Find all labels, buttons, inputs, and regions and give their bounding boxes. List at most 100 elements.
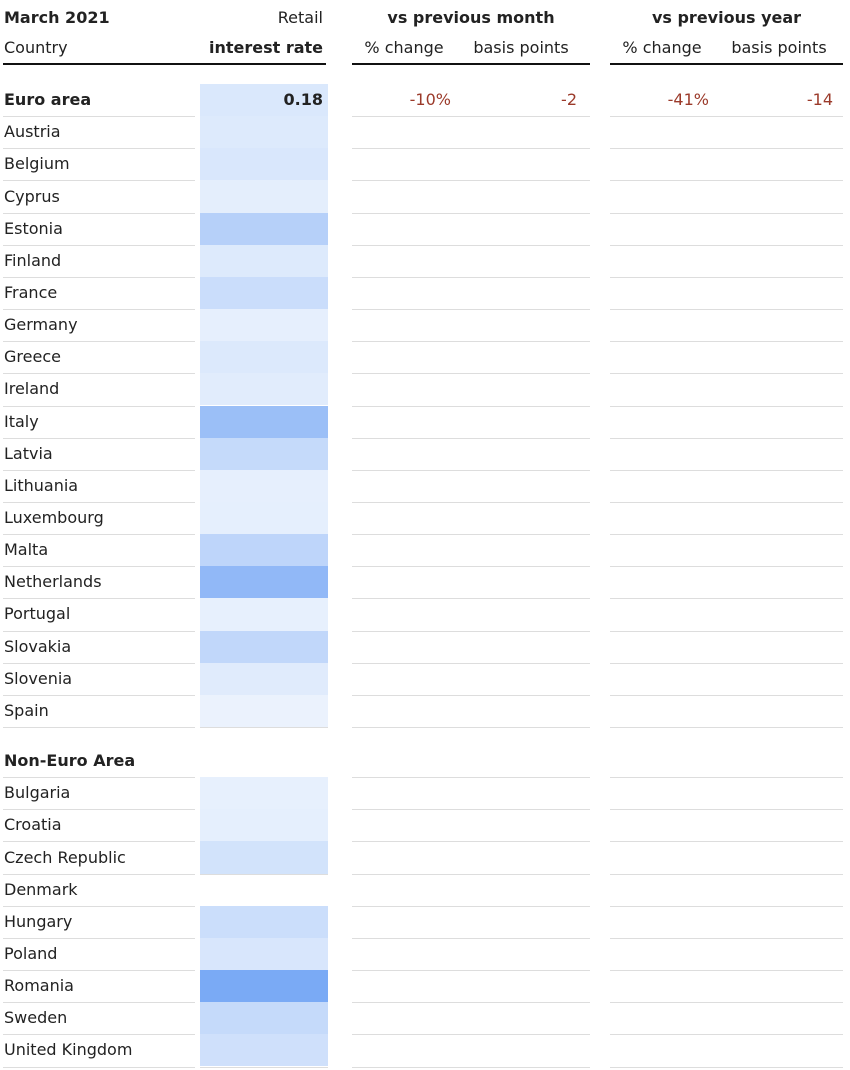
- row-line: [352, 937, 590, 939]
- country: Sweden: [4, 1008, 68, 1028]
- row-line: [352, 405, 590, 407]
- row-line: [352, 148, 590, 150]
- title: March 2021: [4, 8, 110, 27]
- row-line: [610, 180, 843, 182]
- country: Croatia: [4, 815, 62, 835]
- rate-cell: [200, 405, 328, 438]
- rate-cell: [200, 341, 328, 374]
- row-line: [610, 809, 843, 811]
- row-line: [610, 437, 843, 439]
- row-line: [610, 694, 843, 696]
- row-line: [3, 873, 195, 875]
- row-line: [3, 116, 195, 118]
- rate-cell: [200, 694, 328, 727]
- rate-cell: [200, 777, 328, 810]
- rate-cell: [200, 116, 328, 149]
- row-line: [352, 694, 590, 696]
- country: United Kingdom: [4, 1040, 133, 1060]
- rate-cell: [200, 630, 328, 663]
- row-line: [3, 373, 195, 375]
- rate-cell: [200, 501, 328, 535]
- row-line: [610, 534, 843, 536]
- country: Finland: [4, 250, 62, 270]
- row-line: [352, 534, 590, 536]
- row-line: [352, 501, 590, 503]
- rate-cell: [200, 841, 328, 874]
- row-line: [3, 694, 195, 696]
- country: Slovakia: [4, 636, 72, 656]
- rate-cell: [200, 598, 328, 631]
- row-line: [610, 501, 843, 503]
- country: Romania: [4, 976, 74, 996]
- row-line: [610, 630, 843, 632]
- change-value: -41%: [667, 90, 709, 110]
- row-line: [3, 937, 195, 939]
- row-line: [352, 276, 590, 278]
- row-line: [610, 148, 843, 150]
- row-line: [352, 437, 590, 439]
- country: Bulgaria: [4, 783, 71, 803]
- row-line: [3, 148, 195, 150]
- row-line: [352, 777, 590, 779]
- country: Hungary: [4, 911, 73, 931]
- rate-cell: [200, 970, 328, 1003]
- row-line: [352, 970, 590, 972]
- rate-cell: [200, 534, 328, 567]
- row-line: [3, 180, 195, 182]
- year-header: vs previous year: [651, 8, 802, 27]
- rate-cell: [200, 309, 328, 342]
- row-line: [352, 873, 590, 875]
- row-line: [3, 1034, 195, 1036]
- row-line: [3, 212, 195, 214]
- row-line: [3, 970, 195, 972]
- row-line: [352, 630, 590, 632]
- country: Ireland: [4, 379, 60, 399]
- country: France: [4, 282, 58, 302]
- row-line: [610, 341, 843, 343]
- row-line: [610, 598, 843, 600]
- row-line: [610, 1066, 843, 1068]
- row-line: [3, 534, 195, 536]
- country: Cyprus: [4, 186, 60, 206]
- row-line: [352, 373, 590, 375]
- row-line: [3, 1066, 195, 1068]
- country: Portugal: [4, 604, 71, 624]
- rate-cell: [200, 84, 328, 117]
- row-line: [610, 777, 843, 779]
- rate-cell: [200, 373, 328, 406]
- row-line: [610, 937, 843, 939]
- row-line: [352, 341, 590, 343]
- country: Malta: [4, 540, 49, 560]
- sub-header: % change: [364, 38, 444, 57]
- row-line: [352, 180, 590, 182]
- row-line: [3, 1002, 195, 1004]
- row-line: [3, 244, 195, 246]
- row-line: [3, 809, 195, 811]
- rate-cell: [200, 469, 328, 502]
- rule: [352, 63, 590, 65]
- group-label: Euro area: [4, 90, 92, 110]
- row-line: [3, 905, 195, 907]
- rate-cell: [200, 662, 328, 695]
- rate-cell: [200, 148, 328, 181]
- row-line: [610, 841, 843, 843]
- row-line: [200, 873, 328, 875]
- row-line: [352, 116, 590, 118]
- rate-cell: [200, 437, 328, 470]
- row-line: [352, 1066, 590, 1068]
- row-line: [610, 309, 843, 311]
- country: Austria: [4, 122, 61, 142]
- row-line: [610, 405, 843, 407]
- rule: [610, 63, 843, 65]
- row-line: [610, 212, 843, 214]
- row-line: [610, 373, 843, 375]
- row-line: [610, 970, 843, 972]
- row-line: [610, 1002, 843, 1004]
- row-line: [3, 630, 195, 632]
- row-line: [352, 1034, 590, 1036]
- row-line: [610, 244, 843, 246]
- row-line: [3, 309, 195, 311]
- rate-value: 0.18: [283, 90, 323, 110]
- country: Estonia: [4, 218, 63, 238]
